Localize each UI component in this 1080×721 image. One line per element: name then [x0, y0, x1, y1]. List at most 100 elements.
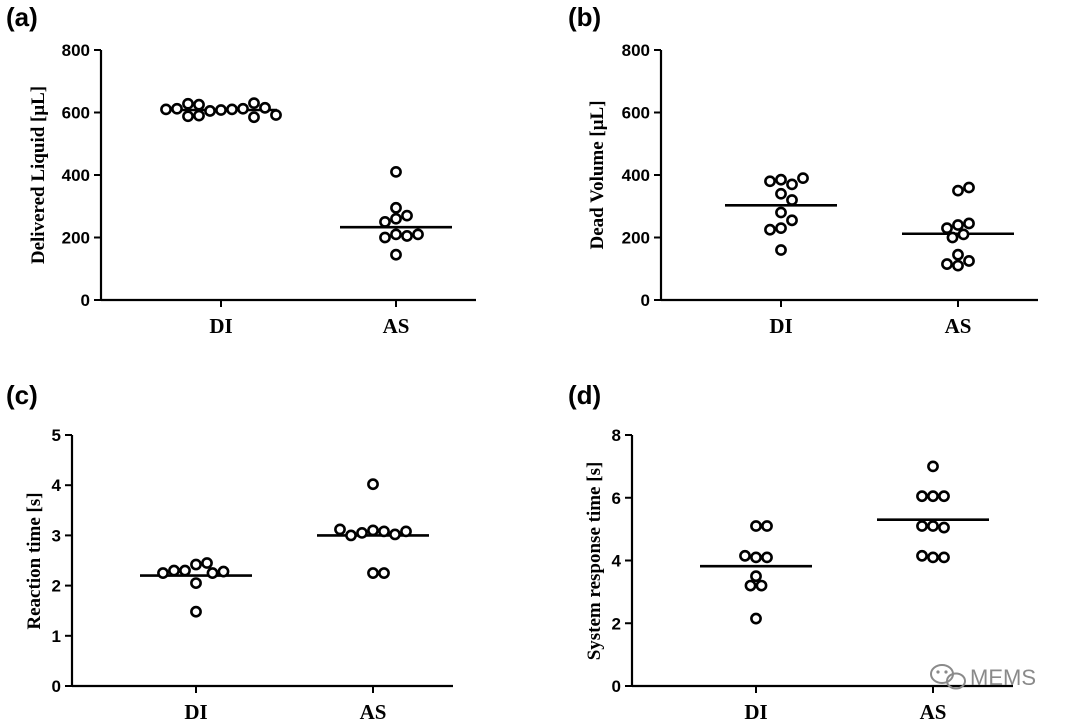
panel-a-ytick-label: 400 — [62, 166, 90, 185]
panel-b-ytick-label: 400 — [622, 166, 650, 185]
panel-d-category-label: AS — [920, 700, 947, 721]
panel-c-as-point — [367, 524, 379, 537]
panel-d-plot: 0 2 4 6 8 DI AS — [612, 426, 1013, 721]
panel-c-di-point — [179, 564, 191, 577]
panel-d-di-point — [750, 551, 762, 564]
panel-a-as-point — [390, 228, 402, 241]
panel-c-as-point — [389, 528, 401, 541]
panel-d-di-point — [761, 551, 773, 564]
panel-c-as-point — [345, 529, 357, 542]
panel-b-di-point — [775, 173, 787, 186]
panel-b-as-point — [963, 181, 975, 194]
panel-b-di-point — [764, 175, 776, 188]
panel-b-di-point — [764, 223, 776, 236]
panel-a-di-point — [171, 102, 183, 115]
panel-c-category-label: DI — [184, 700, 207, 721]
panel-b-as-point — [952, 248, 964, 261]
panel-b-category-label: AS — [945, 314, 972, 338]
panel-a-as-point — [390, 165, 402, 178]
panel-a-di-point — [182, 110, 194, 123]
watermark-text: MEMS — [970, 665, 1036, 690]
panel-d-ylabel: System response time [s] — [584, 462, 605, 661]
panel-b-category-label: DI — [769, 314, 792, 338]
panel-d-as-point — [938, 551, 950, 564]
panel-c-as-point — [378, 567, 390, 579]
panel-b-as-point — [957, 228, 970, 241]
panel-a-di-point — [182, 97, 194, 110]
panel-d-as-point — [938, 490, 950, 503]
panel-b-di-point — [775, 187, 787, 200]
wechat-icon — [930, 664, 966, 690]
panel-b-ylabel: Dead Volume [μL] — [587, 100, 608, 249]
panel-d-ytick-label: 8 — [612, 426, 621, 445]
panel-a-category-label: AS — [383, 314, 410, 338]
panel-d-as-point — [927, 490, 939, 503]
panel-c-as-point — [378, 525, 390, 538]
panel-c-ytick-label: 2 — [52, 577, 61, 596]
panel-b-as-point — [963, 255, 975, 267]
panel-a-di-point — [215, 104, 227, 116]
panel-c-label: (c) — [6, 380, 38, 410]
panel-c-ytick-label: 3 — [52, 526, 61, 545]
panel-d-di-point — [744, 579, 757, 592]
panel-b-as-point — [941, 222, 953, 235]
panel-d-di-point — [755, 579, 768, 592]
panel-c-ytick-label: 1 — [52, 627, 61, 646]
panel-d-as-point — [916, 520, 928, 532]
panel-c-di-point — [190, 577, 202, 589]
panel-c-di-point — [190, 605, 202, 618]
panel-a-di-point — [204, 105, 216, 117]
panel-a-ytick-label: 0 — [81, 291, 90, 310]
panel-c: (c) Reaction time [s] 0 1 2 3 4 5 DI AS — [6, 380, 453, 721]
panel-b-di-point — [786, 194, 798, 206]
panel-d-ytick-label: 0 — [612, 677, 621, 696]
panel-d-ytick-label: 2 — [612, 614, 621, 633]
panel-d-as-point — [938, 521, 950, 534]
panel-a-as-point — [412, 228, 424, 241]
panel-a-as-point — [379, 231, 391, 244]
panel-d-di-point — [750, 612, 762, 625]
panel-c-as-point — [356, 526, 368, 539]
panel-a-category-label: DI — [209, 314, 232, 338]
panel-d-label: (d) — [568, 380, 601, 410]
panel-b-di-point — [786, 178, 798, 191]
panel-b-ytick-label: 200 — [622, 229, 650, 248]
panel-c-as-point — [367, 567, 379, 579]
panel-c-as-point — [367, 478, 379, 491]
panel-a-di-point — [248, 111, 260, 124]
panel-b-as-point — [952, 259, 964, 272]
panel-d-ytick-label: 6 — [612, 489, 621, 508]
panel-c-plot: 0 1 2 3 4 5 DI AS — [52, 426, 453, 721]
panel-a-as-point — [379, 215, 391, 228]
panel-a: (a) Delivered Liquid [μL] 0 200 400 600 800 D… — [6, 2, 476, 338]
panel-c-di-point — [157, 567, 169, 579]
panel-d-as-point — [927, 520, 939, 532]
panel-b-as-point — [941, 258, 953, 270]
panel-c-ylabel: Reaction time [s] — [24, 492, 45, 629]
panel-a-ytick-label: 600 — [62, 104, 90, 123]
panel-d-as-point — [916, 490, 928, 503]
panel-b-as-point — [952, 219, 964, 231]
panel-a-label: (a) — [6, 2, 38, 32]
panel-c-as-point — [400, 525, 412, 538]
panel-c-ytick-label: 4 — [52, 476, 62, 495]
panel-d-ytick-label: 4 — [612, 552, 622, 571]
panel-b-di-point — [786, 214, 798, 227]
panel-a-di-point — [226, 103, 238, 116]
panel-d-di-point — [750, 570, 762, 583]
panel-c-di-point — [201, 557, 213, 569]
panel-b-label: (b) — [568, 2, 601, 32]
panel-a-ytick-label: 800 — [62, 41, 90, 60]
panel-a-as-point — [390, 212, 402, 225]
panel-d-di-point — [761, 520, 773, 532]
panel-d-di-point — [750, 520, 762, 532]
panel-a-di-point — [270, 109, 282, 121]
panel-b-plot: 0 200 400 600 800 DI AS — [622, 41, 1038, 338]
panel-b-ytick-label: 800 — [622, 41, 650, 60]
panel-a-ytick-label: 200 — [62, 229, 90, 248]
watermark: MEMS — [930, 664, 1036, 690]
panel-d-category-label: DI — [744, 700, 767, 721]
panel-b: (b) Dead Volume [μL] 0 200 400 600 800 DI AS — [568, 2, 1038, 338]
panel-c-ytick-label: 0 — [52, 677, 61, 696]
